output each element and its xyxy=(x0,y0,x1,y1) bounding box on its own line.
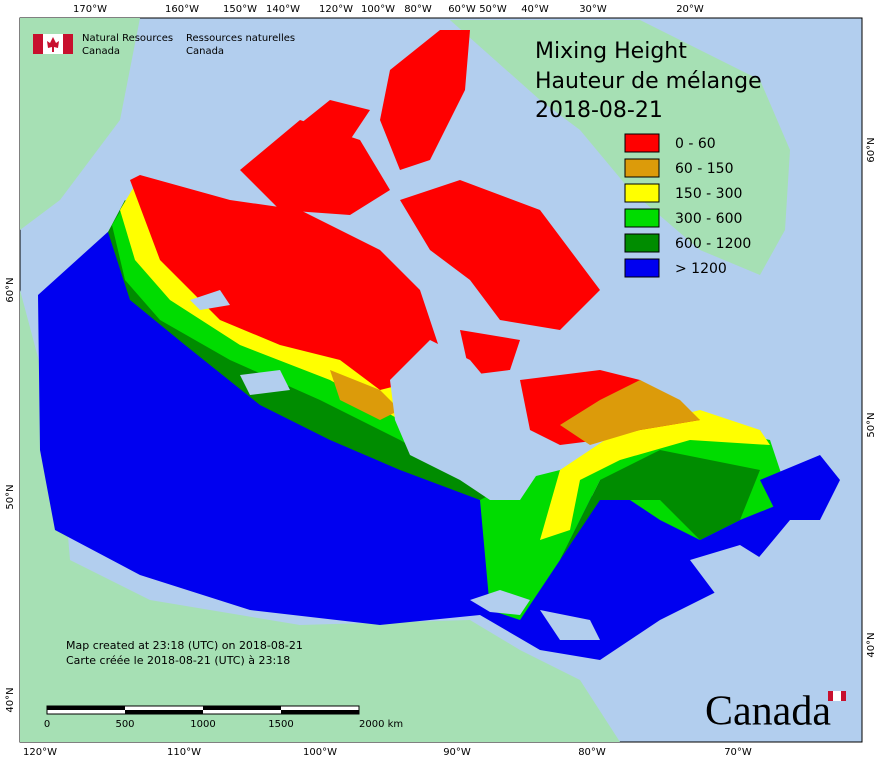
scale-label: 500 xyxy=(115,719,134,730)
longitude-label: 120°W xyxy=(319,4,353,15)
legend: 0 - 60 60 - 150 150 - 300 300 - 600 600 - 12… xyxy=(624,133,751,278)
agency-en: Canada xyxy=(82,46,120,57)
zone-area xyxy=(400,180,600,330)
scale-bar-segment xyxy=(203,706,281,710)
legend-label: > 1200 xyxy=(675,261,727,277)
footer-note: Map created at 23:18 (UTC) on 2018-08-21 xyxy=(66,639,303,652)
alaska xyxy=(20,18,140,230)
zone-area xyxy=(380,30,470,170)
legend-swatch xyxy=(624,208,660,228)
latitude-label: 50°N xyxy=(866,412,877,437)
gulf-st-lawrence xyxy=(690,545,780,600)
scale-bar-segment xyxy=(125,710,203,714)
great-lakes xyxy=(470,590,530,615)
greenland xyxy=(450,20,790,275)
zone-area xyxy=(280,100,370,140)
legend-swatch xyxy=(624,258,660,278)
lake xyxy=(190,290,230,310)
longitude-label: 80°W xyxy=(578,747,606,758)
latitude-label: 60°N xyxy=(866,137,877,162)
longitude-label: 150°W xyxy=(223,4,257,15)
scale-bar-segment xyxy=(281,710,359,714)
legend-swatch xyxy=(624,183,660,203)
legend-swatch xyxy=(624,158,660,178)
flag-bar xyxy=(63,34,73,54)
legend-label: 600 - 1200 xyxy=(675,236,751,252)
wordmark: Canada xyxy=(705,689,831,735)
map-title: Mixing Height xyxy=(535,39,687,64)
scale-bar xyxy=(46,705,360,715)
legend-label: 0 - 60 xyxy=(675,136,716,152)
wordmark-flag xyxy=(833,691,841,701)
legend-label: 60 - 150 xyxy=(675,161,734,177)
flag-bar xyxy=(33,34,43,54)
zone-area xyxy=(540,410,770,540)
longitude-label: 160°W xyxy=(165,4,199,15)
latitude-label: 40°N xyxy=(866,632,877,657)
lake xyxy=(240,370,290,395)
scale-label: 1000 xyxy=(190,719,215,730)
legend-swatch xyxy=(624,233,660,253)
zone-area xyxy=(330,370,400,420)
latitude-label: 40°N xyxy=(5,687,16,712)
scale-bar-segment xyxy=(47,706,125,710)
longitude-label: 20°W xyxy=(676,4,704,15)
longitude-label: 40°W xyxy=(521,4,549,15)
longitude-label: 170°W xyxy=(73,4,107,15)
longitude-label: 50°W xyxy=(479,4,507,15)
zone-area xyxy=(38,230,790,660)
legend-label: 150 - 300 xyxy=(675,186,742,202)
agency-fr: Canada xyxy=(186,46,224,57)
map-title: Hauteur de mélange xyxy=(535,69,762,94)
longitude-label: 90°W xyxy=(443,747,471,758)
maple-leaf xyxy=(47,37,59,52)
longitude-label: 60°W xyxy=(448,4,476,15)
longitude-label: 80°W xyxy=(404,4,432,15)
footer-note: Carte créée le 2018-08-21 (UTC) à 23:18 xyxy=(66,654,290,667)
foxe-basin xyxy=(460,370,520,410)
zone-area xyxy=(560,450,760,560)
great-lakes xyxy=(540,610,600,640)
hudson-bay xyxy=(390,340,540,500)
longitude-label: 110°W xyxy=(167,747,201,758)
longitude-label: 120°W xyxy=(23,747,57,758)
legend-swatch xyxy=(624,133,660,153)
agency-fr: Ressources naturelles xyxy=(186,33,295,44)
longitude-label: 100°W xyxy=(361,4,395,15)
legend-label: 300 - 600 xyxy=(675,211,742,227)
zone-area xyxy=(560,380,700,445)
longitude-label: 140°W xyxy=(266,4,300,15)
latitude-label: 60°N xyxy=(5,277,16,302)
zone-area xyxy=(460,330,520,375)
scale-label: 1500 xyxy=(268,719,293,730)
graticule-labels: 170°W 160°W 150°W 140°W 120°W 100°W 80°W 60°W 50… xyxy=(5,4,877,758)
zone-area xyxy=(130,175,440,390)
latitude-label: 50°N xyxy=(5,484,16,509)
agency-en: Natural Resources xyxy=(82,33,173,44)
zone-area xyxy=(240,120,390,215)
united-states xyxy=(20,290,620,742)
scale-label: 0 xyxy=(44,719,50,730)
scale-labels: 0 500 1000 1500 2000 km xyxy=(44,719,403,730)
logo xyxy=(33,34,73,54)
scale-label: 2000 km xyxy=(359,719,403,730)
longitude-label: 30°W xyxy=(579,4,607,15)
map-title: 2018-08-21 xyxy=(535,98,663,123)
longitude-label: 70°W xyxy=(724,747,752,758)
longitude-label: 100°W xyxy=(303,747,337,758)
zone-area xyxy=(760,455,840,520)
